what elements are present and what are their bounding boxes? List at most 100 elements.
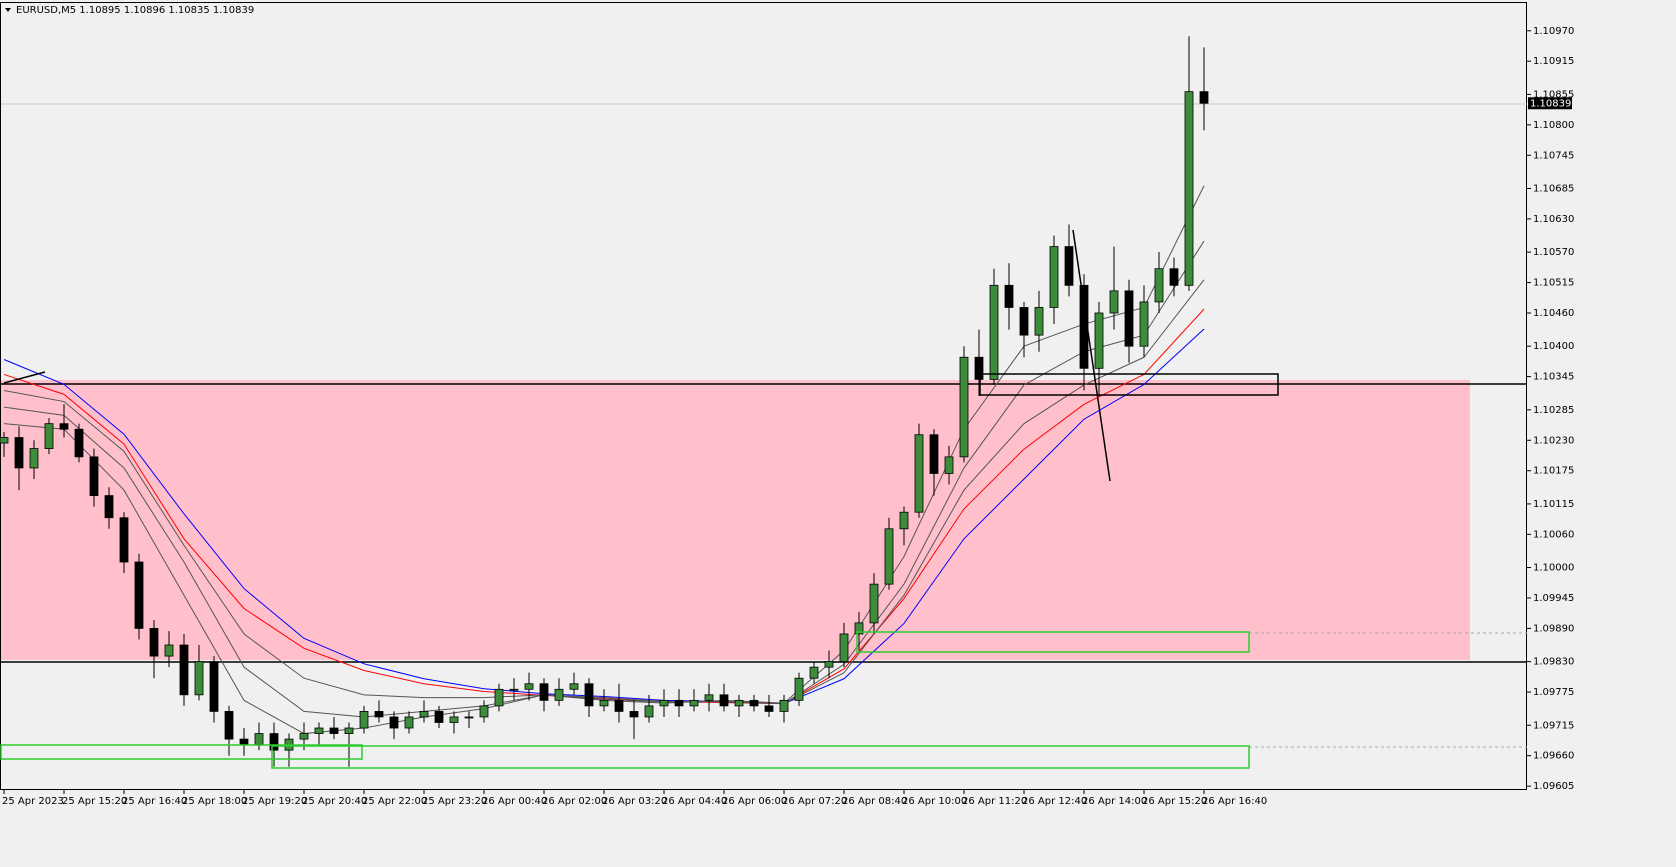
candle-body (914, 434, 924, 513)
candle-body (494, 688, 504, 707)
candle-body (59, 423, 69, 430)
candle-body (719, 694, 729, 707)
candle-body (89, 456, 99, 497)
y-tick-label: 1.10855 (1533, 89, 1574, 100)
candle-body (674, 699, 684, 707)
y-tick-label: 1.10800 (1533, 120, 1574, 131)
x-tick-label: 25 Apr 20:40 (302, 796, 367, 807)
candle-body (359, 711, 369, 729)
candle-body (929, 434, 939, 474)
candle-body (524, 683, 534, 690)
demand-box (0, 744, 363, 760)
x-tick-label: 26 Apr 14:00 (1082, 796, 1147, 807)
candle-body (794, 677, 804, 701)
y-tick-label: 1.09715 (1533, 720, 1574, 731)
y-tick-label: 1.10685 (1533, 183, 1574, 194)
candle-body (1004, 284, 1014, 308)
y-tick-label: 1.10175 (1533, 466, 1574, 477)
x-tick-label: 26 Apr 08:40 (842, 796, 907, 807)
supply-zone (1, 380, 1470, 660)
candle-body (809, 666, 819, 679)
y-tick-label: 1.10915 (1533, 56, 1574, 67)
candle-body (509, 688, 519, 691)
demand-box (271, 745, 1250, 769)
candle-body (239, 738, 249, 746)
candle-body (374, 711, 384, 718)
candle-body (329, 727, 339, 734)
chart-title: EURUSD,M5 1.10895 1.10896 1.10835 1.1083… (16, 5, 254, 16)
candle-body (149, 628, 159, 657)
y-tick-label: 1.10285 (1533, 405, 1574, 416)
candle-body (434, 711, 444, 723)
candle-body (419, 711, 429, 718)
trend-line (3, 371, 46, 384)
candle-body (389, 716, 399, 729)
y-tick-label: 1.10230 (1533, 435, 1574, 446)
candle-body (1034, 307, 1044, 336)
y-tick-label: 1.10460 (1533, 308, 1574, 319)
candle-body (44, 423, 54, 449)
candle-body (299, 733, 309, 740)
candle-body (764, 705, 774, 712)
x-tick-label: 26 Apr 02:00 (542, 796, 607, 807)
candle-body (464, 716, 474, 719)
candle-body (1124, 290, 1134, 347)
y-tick-label: 1.10400 (1533, 341, 1574, 352)
candle-body (14, 437, 24, 469)
y-tick-label: 1.10060 (1533, 529, 1574, 540)
x-tick-label: 26 Apr 07:20 (782, 796, 847, 807)
y-tick-label: 1.10345 (1533, 372, 1574, 383)
candle-body (1109, 290, 1119, 314)
last-price-tag (1528, 97, 1572, 110)
candle-body (884, 528, 894, 585)
candle-body (1199, 91, 1209, 104)
marks (0, 36, 1209, 767)
candle-body (599, 699, 609, 707)
x-tick-label: 26 Apr 11:20 (962, 796, 1027, 807)
x-tick-label: 26 Apr 06:00 (722, 796, 787, 807)
y-tick-label: 1.09660 (1533, 751, 1574, 762)
candle-body (134, 561, 144, 629)
x-tick-label: 25 Apr 16:40 (122, 796, 187, 807)
x-tick-label: 25 Apr 19:20 (242, 796, 307, 807)
candle-body (1049, 246, 1059, 308)
x-tick-label: 26 Apr 04:40 (662, 796, 727, 807)
candle-body (224, 711, 234, 740)
trend-line (1072, 229, 1111, 482)
candle-body (749, 699, 759, 707)
candle-body (659, 699, 669, 707)
candle-body (1184, 91, 1194, 286)
x-tick-label: 25 Apr 22:00 (362, 796, 427, 807)
candle-body (584, 683, 594, 707)
candle-body (989, 284, 999, 380)
candle-body (449, 716, 459, 723)
candle-body (314, 727, 324, 734)
candle-body (164, 644, 174, 657)
y-tick-label: 1.09775 (1533, 687, 1574, 698)
x-tick-label: 26 Apr 10:00 (902, 796, 967, 807)
x-tick-label: 25 Apr 15:20 (62, 796, 127, 807)
candle-body (899, 511, 909, 530)
candle-body (344, 727, 354, 734)
candle-body (629, 711, 639, 718)
candle-body (959, 356, 969, 458)
candle-body (1139, 301, 1149, 347)
candle-body (269, 733, 279, 751)
y-tick-label: 1.10515 (1533, 278, 1574, 289)
candle-body (254, 733, 264, 746)
y-tick-label: 1.09605 (1533, 781, 1574, 792)
demand-box (856, 631, 1250, 653)
candle-body (1169, 268, 1179, 286)
box-zone (979, 373, 1279, 396)
menu-arrow[interactable] (5, 8, 11, 12)
candle-body (539, 683, 549, 701)
candle-body (689, 699, 699, 707)
y-tick-label: 1.09890 (1533, 623, 1574, 634)
y-tick-label: 1.10115 (1533, 499, 1574, 510)
candle-body (974, 356, 984, 380)
x-tick-label: 26 Apr 16:40 (1202, 796, 1267, 807)
last-price-label: 1.10839 (1530, 98, 1571, 109)
y-tick-label: 1.10000 (1533, 563, 1574, 574)
